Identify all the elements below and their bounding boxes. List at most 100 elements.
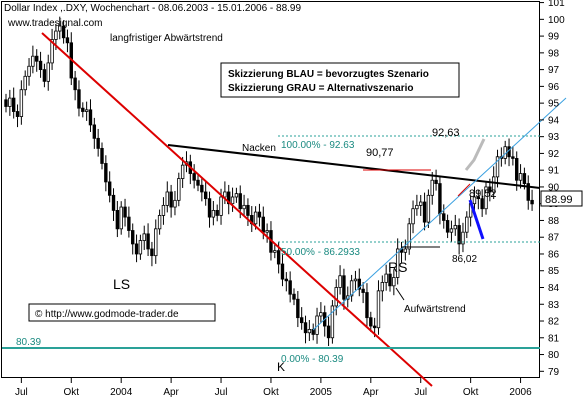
- candle-body: [511, 156, 515, 159]
- y-tick-label: 82: [548, 317, 560, 328]
- candle-body: [261, 216, 265, 233]
- x-tick-label: 2006: [509, 387, 532, 398]
- candle-body: [484, 186, 488, 210]
- candle-body: [522, 173, 527, 184]
- candle-body: [476, 196, 481, 200]
- candle-body: [257, 211, 262, 218]
- candle-body: [349, 280, 354, 297]
- candle-body: [292, 293, 296, 300]
- annotation-90-77: 90,77: [366, 147, 394, 159]
- candle-body: [8, 97, 12, 107]
- candle-body: [169, 191, 173, 208]
- candle-body: [453, 225, 457, 230]
- candle-body: [192, 173, 196, 181]
- fib-0-label: 0.00% - 80.39: [281, 354, 344, 365]
- candle-body: [246, 204, 250, 216]
- candle-body: [19, 89, 24, 117]
- candle-body: [84, 109, 89, 112]
- x-tick-label: Okt: [263, 387, 279, 398]
- candle-body: [330, 305, 335, 339]
- y-tick-label: 79: [548, 367, 560, 378]
- candle-body: [81, 107, 85, 112]
- candle-body: [491, 176, 496, 193]
- x-tick-label: 2004: [110, 387, 133, 398]
- candle-body: [457, 225, 461, 245]
- candle-body: [196, 179, 200, 186]
- candle-body: [449, 228, 454, 233]
- candle-body: [530, 199, 534, 205]
- candle-body: [127, 216, 131, 231]
- candle-body: [65, 37, 70, 44]
- candle-series: [4, 16, 534, 346]
- candle-body: [77, 89, 81, 109]
- candle-body: [58, 25, 62, 32]
- candle-body: [211, 210, 216, 218]
- candle-body: [107, 181, 112, 196]
- candle-body: [495, 156, 500, 178]
- candle-body: [96, 137, 100, 149]
- candle-body: [111, 194, 116, 211]
- candle-body: [119, 206, 123, 230]
- annotation-aufwaertstrend: Aufwärtstrend: [404, 304, 466, 315]
- y-tick-label: 99: [548, 32, 560, 43]
- legend-box: [220, 62, 460, 98]
- candle-body: [411, 208, 415, 225]
- candle-body: [46, 62, 50, 82]
- y-tick-label: 90: [548, 182, 560, 193]
- candle-body: [276, 250, 281, 265]
- candle-body: [388, 273, 392, 287]
- candle-body: [280, 263, 285, 280]
- candle-body: [154, 228, 158, 257]
- candle-body: [422, 201, 427, 223]
- candle-body: [415, 204, 419, 210]
- fib-100-label: 100.00% - 92.63: [281, 140, 355, 151]
- candle-body: [369, 317, 373, 327]
- candle-body: [177, 178, 181, 201]
- candle-body: [518, 173, 523, 181]
- candle-body: [334, 287, 338, 307]
- copyright-text: © http://www.godmode-trader.de: [35, 309, 179, 320]
- x-tick-label: Apr: [363, 387, 379, 398]
- candle-body: [173, 199, 177, 208]
- candle-body: [515, 158, 519, 181]
- x-tick-label: Okt: [463, 387, 479, 398]
- candle-body: [376, 290, 381, 329]
- candle-body: [384, 273, 388, 283]
- candle-body: [265, 230, 269, 233]
- candle-body: [223, 191, 227, 198]
- marker-89-52-line: [457, 183, 471, 197]
- candle-body: [38, 60, 43, 71]
- candle-body: [403, 248, 408, 253]
- candle-body: [54, 30, 58, 40]
- candle-body: [461, 231, 465, 245]
- candle-body: [361, 288, 365, 293]
- last-price-label: 88.99: [545, 194, 573, 206]
- y-tick-label: 97: [548, 65, 560, 76]
- candle-body: [92, 124, 97, 139]
- candle-body: [138, 240, 143, 255]
- last-price-box: [540, 190, 583, 207]
- candle-body: [15, 111, 20, 117]
- annotation-rs: RS: [388, 259, 407, 275]
- candle-body: [134, 243, 139, 255]
- candle-body: [465, 216, 469, 233]
- annotation-nacken: Nacken: [242, 143, 276, 154]
- candle-body: [438, 183, 442, 215]
- annotation-92-63: 92,63: [432, 127, 460, 139]
- grey-scenario-arrow: [464, 138, 486, 171]
- candle-body: [104, 163, 108, 183]
- candle-body: [131, 230, 135, 245]
- neckline: [167, 144, 541, 189]
- candle-body: [526, 183, 530, 201]
- x-tick-label: Jul: [414, 387, 427, 398]
- candle-body: [472, 196, 477, 205]
- candle-body: [115, 210, 120, 230]
- y-tick-label: 86: [548, 249, 560, 260]
- y-tick-label: 80: [548, 350, 560, 361]
- candle-body: [326, 325, 331, 339]
- candle-body: [238, 193, 242, 210]
- candle-body: [357, 278, 361, 290]
- y-tick-label: 100: [548, 15, 565, 26]
